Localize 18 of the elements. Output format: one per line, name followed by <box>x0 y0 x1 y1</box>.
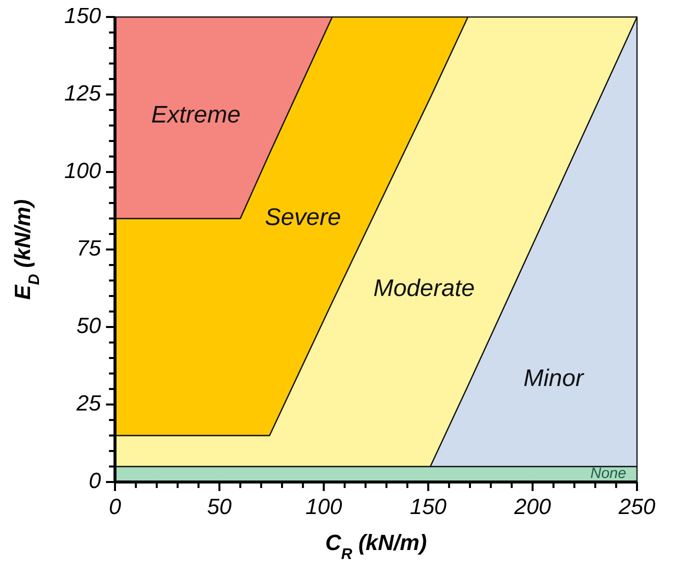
x-tick-label: 200 <box>513 494 552 519</box>
y-tick-label: 25 <box>76 390 102 416</box>
y-tick-label: 0 <box>88 468 102 493</box>
x-tick-label: 50 <box>207 494 232 519</box>
x-tick-label: 100 <box>305 494 343 519</box>
x-tick-label: 150 <box>410 494 448 519</box>
series-label: Extreme <box>151 101 241 128</box>
x-tick-label: 250 <box>618 494 656 519</box>
y-tick-label: 100 <box>64 158 102 183</box>
y-tick-label: 125 <box>64 80 102 106</box>
y-tick-label: 75 <box>76 235 102 260</box>
x-tick-label: 0 <box>108 494 122 519</box>
series-label: Minor <box>523 365 584 392</box>
x-axis-title: C$_{R}$ (kN/m) <box>325 530 427 562</box>
series-label: Moderate <box>373 274 475 302</box>
series-label: None <box>590 465 626 482</box>
series-label: Severe <box>264 204 341 232</box>
y-tick-label: 50 <box>76 312 102 338</box>
